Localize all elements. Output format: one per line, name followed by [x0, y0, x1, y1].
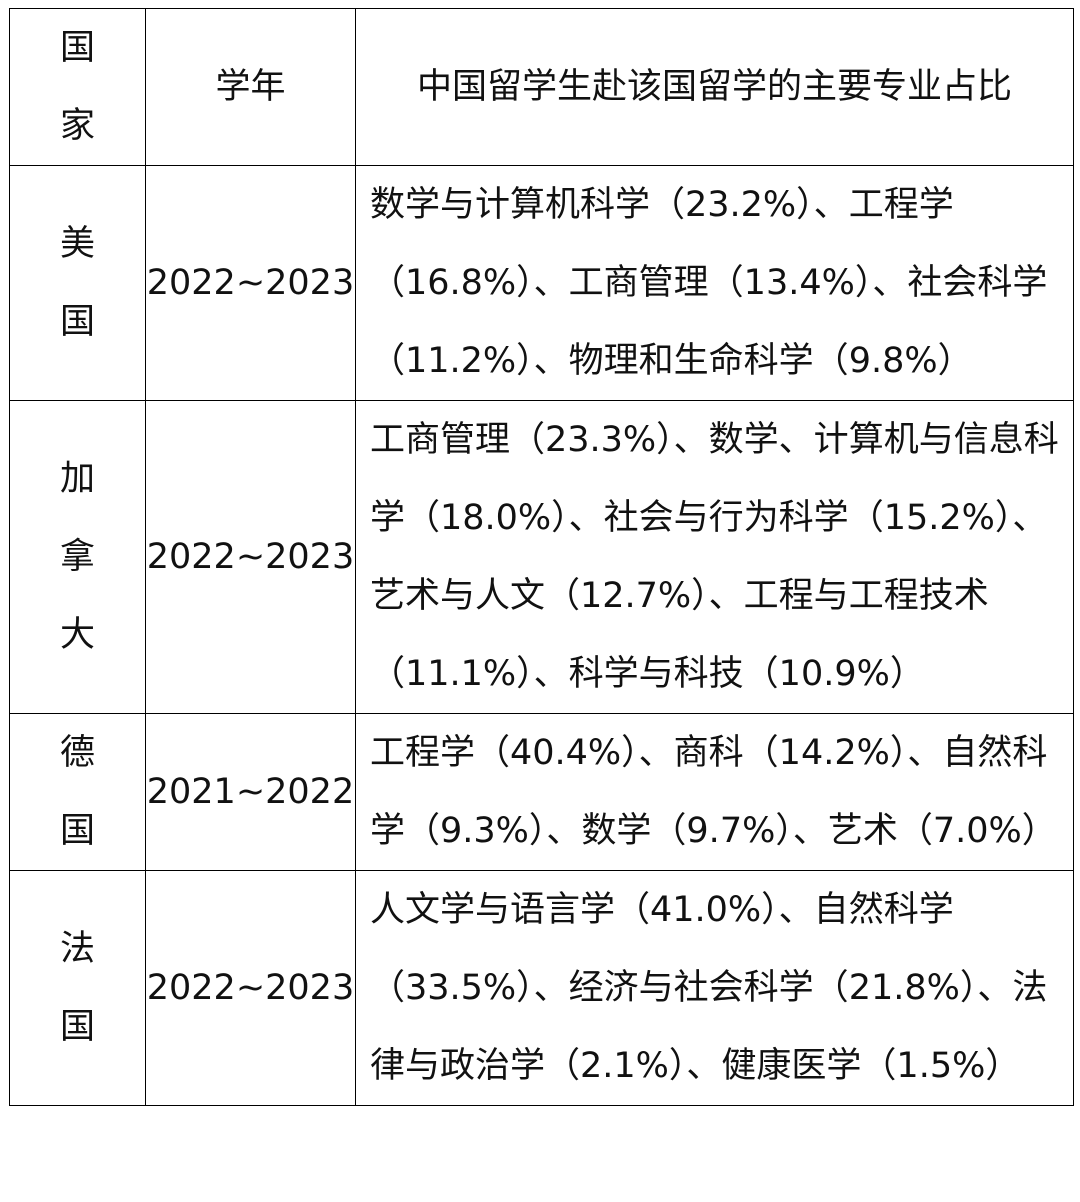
table-cell: 工程学（40.4%）、商科（14.2%）、自然科学（9.3%）、数学（9.7%）…: [355, 713, 1074, 871]
table-cell: 人文学与语言学（41.0%）、自然科学（33.5%）、经济与社会科学（21.8%…: [355, 870, 1074, 1106]
table-row: 美国 2022~2023 数学与计算机科学（23.2%）、工程学（16.8%）、工商…: [9, 165, 1074, 401]
table-cell: 美国: [9, 165, 146, 401]
table-row: 法国 2022~2023 人文学与语言学（41.0%）、自然科学（33.5%）、经济…: [9, 870, 1074, 1106]
header-cell: 中国留学生赴该国留学的主要专业占比: [355, 8, 1074, 166]
table-cell: 2022~2023: [145, 870, 356, 1106]
table-cell: 2022~2023: [145, 400, 356, 714]
table-row: 加拿大 2022~2023 工商管理（23.3%）、数学、计算机与信息科学（18.0…: [9, 400, 1074, 714]
majors-table: 国家 学年 中国留学生赴该国留学的主要专业占比 美国 2022~2023 数学与计算机科学…: [9, 8, 1074, 1106]
table-cell: 工商管理（23.3%）、数学、计算机与信息科学（18.0%）、社会与行为科学（1…: [355, 400, 1074, 714]
table-cell: 2022~2023: [145, 165, 356, 401]
header-cell: 国家: [9, 8, 146, 166]
table-cell: 法国: [9, 870, 146, 1106]
table-cell: 德国: [9, 713, 146, 871]
header-row: 国家 学年 中国留学生赴该国留学的主要专业占比: [9, 8, 1074, 166]
table-cell: 2021~2022: [145, 713, 356, 871]
table-row: 德国 2021~2022 工程学（40.4%）、商科（14.2%）、自然科学（9.3…: [9, 713, 1074, 871]
table-cell: 加拿大: [9, 400, 146, 714]
table-cell: 数学与计算机科学（23.2%）、工程学（16.8%）、工商管理（13.4%）、社…: [355, 165, 1074, 401]
header-cell: 学年: [145, 8, 356, 166]
